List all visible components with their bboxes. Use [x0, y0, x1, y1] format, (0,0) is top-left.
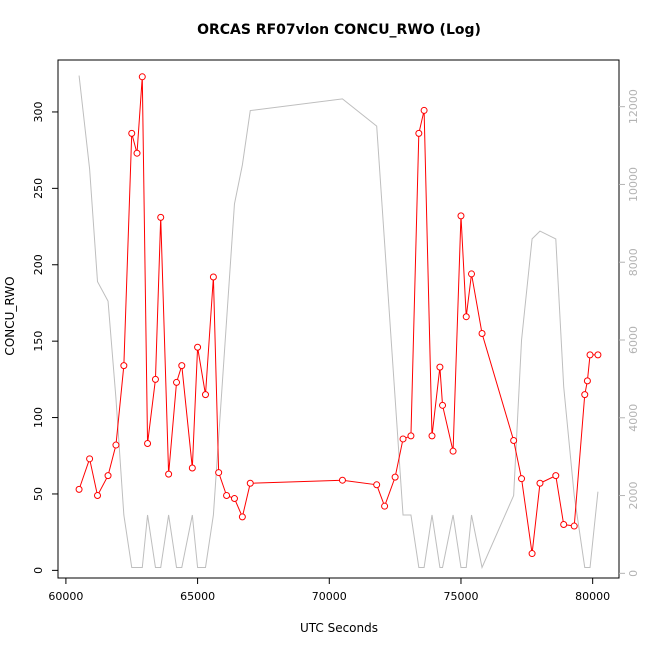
x-tick-label-4: 80000 [575, 590, 610, 603]
data-point-31 [420, 106, 428, 114]
data-point-4 [112, 441, 120, 449]
data-point-44 [552, 472, 560, 480]
x-axis-label: UTC Seconds [300, 621, 378, 635]
y2-tick-label-2: 4000 [627, 404, 640, 432]
data-point-27 [391, 473, 399, 481]
y-tick-label-2: 100 [32, 407, 45, 428]
data-point-48 [583, 377, 591, 385]
data-point-30 [415, 129, 423, 137]
y-tick-label-0: 0 [32, 567, 45, 574]
data-point-12 [165, 470, 173, 478]
y-tick-label-5: 250 [32, 178, 45, 199]
y-axis-label: CONCU_RWO [3, 276, 17, 355]
data-point-0 [75, 485, 83, 493]
data-point-24 [338, 476, 346, 484]
x-tick-label-0: 60000 [48, 590, 83, 603]
series-left-line [78, 76, 598, 554]
y2-tick-label-3: 6000 [627, 326, 640, 354]
data-point-42 [528, 550, 536, 558]
series-right-line [78, 75, 599, 570]
data-point-16 [194, 343, 202, 351]
data-point-41 [518, 475, 526, 483]
data-point-23 [246, 479, 254, 487]
data-point-15 [188, 464, 196, 472]
x-tick-label-2: 70000 [312, 590, 347, 603]
data-point-28 [399, 435, 407, 443]
data-point-25 [373, 481, 381, 489]
data-point-26 [381, 502, 389, 510]
y2-tick-label-1: 2000 [627, 482, 640, 510]
data-point-13 [173, 378, 181, 386]
data-point-43 [536, 479, 544, 487]
y2-tick-label-6: 12000 [627, 89, 640, 124]
data-point-21 [230, 495, 238, 503]
y2-tick-label-0: 0 [627, 570, 640, 577]
data-point-32 [428, 432, 436, 440]
data-point-40 [510, 436, 518, 444]
data-point-10 [151, 375, 159, 383]
y-tick-label-3: 150 [32, 331, 45, 352]
data-point-45 [560, 521, 568, 529]
data-point-18 [209, 273, 217, 281]
data-point-19 [215, 469, 223, 477]
data-point-20 [223, 491, 231, 499]
data-point-37 [462, 313, 470, 321]
data-point-5 [120, 362, 128, 370]
data-point-11 [157, 213, 165, 221]
chart-title: ORCAS RF07vlon CONCU_RWO (Log) [197, 22, 481, 38]
y2-tick-label-4: 8000 [627, 248, 640, 276]
data-point-9 [144, 440, 152, 448]
data-point-7 [133, 149, 141, 157]
y2-tick-label-5: 10000 [627, 167, 640, 202]
data-point-8 [138, 73, 146, 81]
data-point-6 [128, 129, 136, 137]
data-point-22 [238, 513, 246, 521]
y-tick-label-6: 300 [32, 101, 45, 122]
data-point-38 [468, 270, 476, 278]
data-point-34 [439, 401, 447, 409]
y-axis-right: 0 2000 4000 6000 8000 10000 12000 [619, 89, 640, 577]
data-point-36 [457, 212, 465, 220]
data-point-1 [86, 455, 94, 463]
data-point-17 [201, 391, 209, 399]
y-tick-label-4: 200 [32, 254, 45, 275]
data-point-46 [570, 522, 578, 530]
data-point-3 [104, 472, 112, 480]
data-point-33 [436, 363, 444, 371]
data-point-50 [594, 351, 602, 359]
data-point-2 [94, 491, 102, 499]
series-layer [75, 73, 602, 570]
data-point-14 [178, 362, 186, 370]
x-tick-label-1: 65000 [180, 590, 215, 603]
x-axis: 60000 65000 70000 75000 80000 [48, 578, 610, 603]
data-point-39 [478, 330, 486, 338]
data-point-49 [586, 351, 594, 359]
y-axis: 0 50 100 150 200 250 300 [32, 101, 58, 574]
data-point-29 [407, 432, 415, 440]
x-tick-label-3: 75000 [443, 590, 478, 603]
y-tick-label-1: 50 [32, 487, 45, 501]
plot-frame [57, 59, 620, 579]
data-point-35 [449, 447, 457, 455]
data-point-47 [581, 391, 589, 399]
